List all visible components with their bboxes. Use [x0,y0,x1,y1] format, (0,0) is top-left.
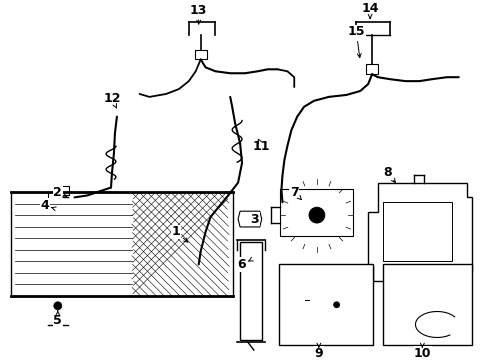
Text: 10: 10 [413,347,430,360]
Text: 1: 1 [171,225,180,238]
Polygon shape [367,183,470,281]
Bar [194,50,206,59]
Text: 2: 2 [53,186,62,199]
Text: 8: 8 [383,166,391,179]
Circle shape [54,302,61,310]
Bar [240,242,261,340]
Text: 14: 14 [361,2,378,15]
Bar [382,202,451,261]
Bar [55,185,68,195]
Text: 12: 12 [103,93,121,105]
Text: 13: 13 [190,4,207,17]
Text: 3: 3 [250,212,259,226]
Bar [279,264,372,345]
Text: 5: 5 [53,314,62,327]
Circle shape [308,207,324,223]
Bar [11,193,233,296]
Bar [366,64,377,74]
Text: 6: 6 [237,258,246,271]
Text: 7: 7 [289,186,298,199]
Bar [382,264,470,345]
Bar [280,189,353,236]
Text: 11: 11 [252,140,270,153]
Text: 15: 15 [347,25,365,39]
Circle shape [333,302,339,308]
Polygon shape [238,211,261,227]
Text: 4: 4 [41,199,49,212]
Text: 9: 9 [314,347,323,360]
